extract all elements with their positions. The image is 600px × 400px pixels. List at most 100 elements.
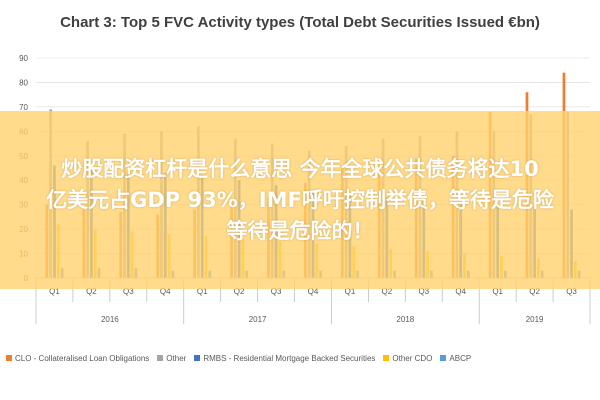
bar — [340, 168, 344, 278]
bar — [282, 270, 286, 278]
bar — [278, 241, 282, 278]
bar — [540, 270, 544, 278]
bar — [422, 199, 426, 278]
bar — [126, 170, 130, 278]
y-tick-label: 80 — [19, 78, 28, 87]
bar — [385, 197, 389, 278]
legend-swatch — [440, 355, 447, 361]
bar — [134, 268, 138, 278]
bar — [570, 209, 573, 278]
legend-swatch — [157, 355, 164, 361]
y-tick-label: 60 — [19, 127, 28, 136]
bar — [426, 251, 429, 278]
y-tick-label: 0 — [24, 274, 29, 283]
bar — [488, 111, 492, 279]
x-tick-label: Q4 — [455, 287, 466, 296]
bar — [414, 158, 418, 278]
bar — [537, 258, 540, 278]
y-tick-label: 90 — [19, 54, 28, 63]
bar — [97, 268, 101, 278]
bar — [533, 207, 536, 278]
bar — [348, 194, 352, 278]
chart-legend: CLO - Collateralised Loan Obligations Oth… — [6, 350, 600, 366]
x-tick-label: Q1 — [345, 287, 356, 296]
x-tick-label: Q3 — [123, 287, 134, 296]
bar — [344, 146, 348, 278]
bar — [82, 209, 86, 278]
x-tick-label: Q3 — [566, 287, 577, 296]
bar — [566, 111, 570, 279]
bar — [156, 214, 160, 278]
legend-item: CLO - Collateralised Loan Obligations — [6, 354, 149, 363]
bar — [418, 136, 422, 278]
year-label: 2016 — [101, 315, 119, 324]
bar — [304, 182, 307, 278]
bar — [230, 202, 233, 278]
x-tick-label: Q2 — [86, 287, 97, 296]
bar — [237, 180, 241, 278]
x-tick-label: Q1 — [49, 287, 60, 296]
legend-label: CLO - Collateralised Loan Obligations — [15, 353, 150, 363]
bar — [311, 190, 315, 278]
legend-item: Other CDO — [383, 354, 432, 363]
legend-item: RMBS - Residential Mortgage Backed Secur… — [194, 354, 375, 363]
bar — [377, 165, 381, 278]
legend-item: ABCP — [440, 354, 471, 363]
bar — [267, 197, 270, 278]
legend-item: Other — [157, 354, 186, 363]
bar — [93, 229, 97, 278]
bar — [573, 260, 577, 278]
x-tick-label: Q3 — [271, 287, 282, 296]
bar — [562, 72, 566, 279]
bar — [171, 270, 175, 278]
x-tick-label: Q2 — [234, 287, 245, 296]
x-axis: Q1 Q2 Q3 Q4 Q1 Q2 Q3 Q4 Q1 Q2 Q3 Q4 Q1 Q2 Q3 2016 2017 20… — [35, 277, 591, 324]
legend-label: Other — [166, 353, 187, 363]
y-axis-ticks: 0 10 20 30 40 50 60 70 80 90 — [19, 54, 28, 283]
bar — [352, 246, 356, 278]
bar — [204, 236, 208, 278]
bar — [86, 141, 89, 278]
bar — [492, 131, 496, 278]
bar — [123, 133, 126, 278]
y-tick-label: 30 — [19, 201, 28, 210]
bar — [356, 270, 359, 278]
bar — [525, 92, 529, 278]
x-tick-label: Q1 — [197, 287, 208, 296]
bar — [56, 224, 60, 278]
bar — [160, 131, 163, 278]
bar — [119, 212, 123, 278]
bar — [45, 204, 49, 278]
legend-swatch — [194, 355, 201, 361]
y-tick-label: 70 — [19, 103, 28, 112]
x-tick-label: Q1 — [492, 287, 503, 296]
bar — [496, 204, 500, 278]
bar — [381, 138, 385, 278]
bar — [430, 270, 433, 278]
x-tick-label: Q3 — [418, 287, 429, 296]
year-label: 2019 — [526, 315, 544, 324]
bar — [167, 234, 171, 278]
bar — [451, 155, 455, 278]
bar — [529, 114, 533, 278]
bar — [197, 126, 200, 278]
bar — [60, 268, 64, 278]
bar — [233, 138, 237, 278]
legend-swatch — [6, 355, 12, 361]
legend-label: RMBS - Residential Mortgage Backed Secur… — [203, 353, 376, 363]
x-tick-label: Q2 — [382, 287, 393, 296]
chart-title: Chart 3: Top 5 FVC Activity types (Total… — [60, 14, 540, 31]
legend-label: Other CDO — [392, 353, 433, 363]
bar — [245, 270, 249, 278]
bar — [466, 270, 470, 278]
y-tick-label: 20 — [19, 225, 28, 234]
bar — [49, 109, 53, 278]
bar — [53, 165, 56, 278]
y-tick-label: 40 — [19, 176, 28, 185]
y-tick-label: 10 — [19, 250, 28, 259]
bar — [270, 143, 274, 278]
bar — [500, 256, 503, 278]
legend-label: ABCP — [449, 353, 472, 363]
bar — [315, 243, 319, 278]
